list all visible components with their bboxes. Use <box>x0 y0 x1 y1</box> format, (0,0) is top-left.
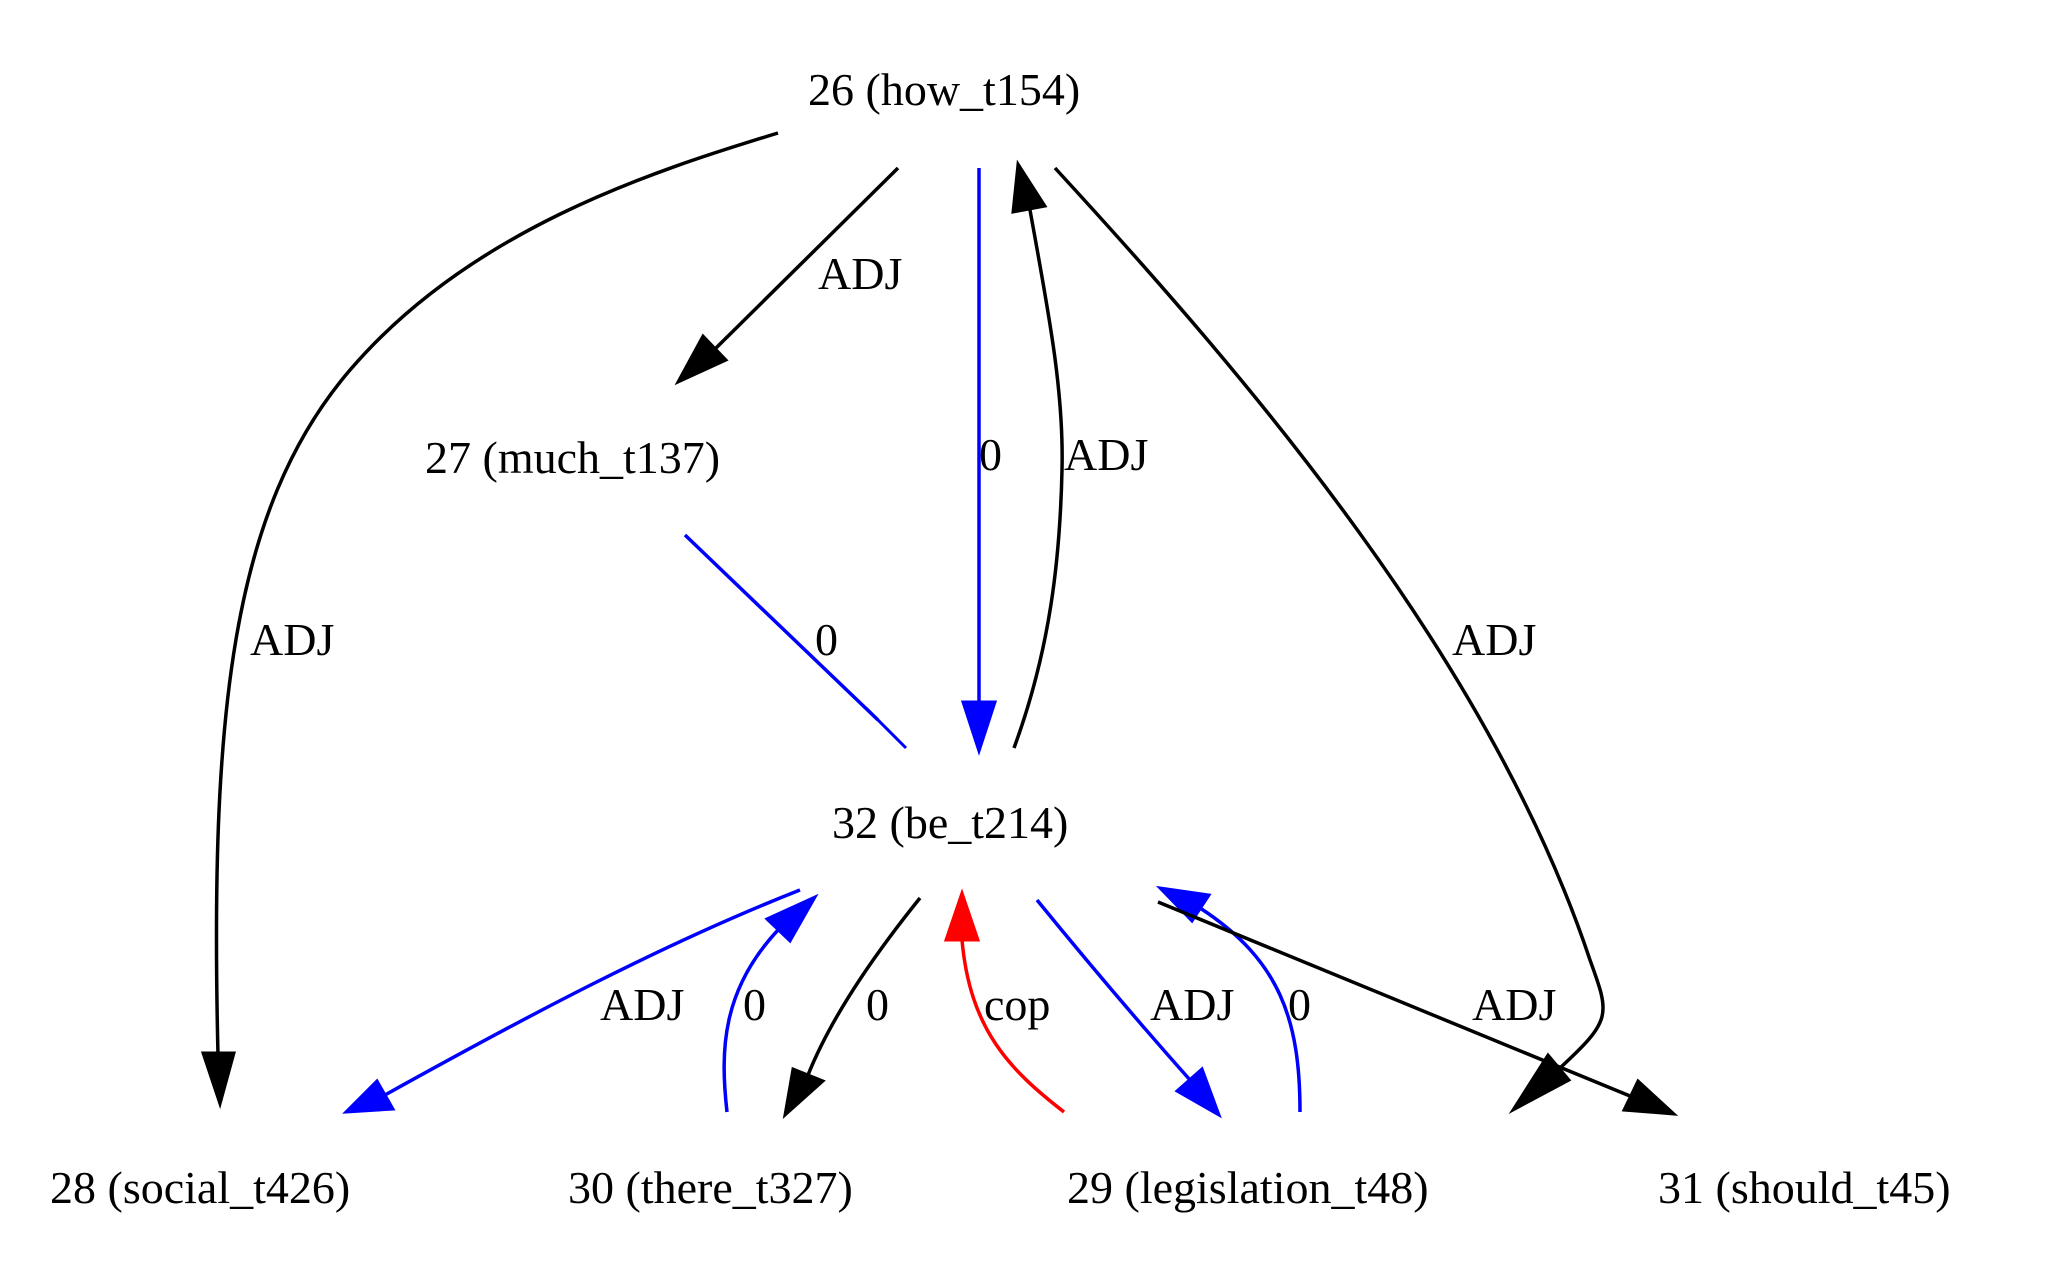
node-27-label: 27 (much_t137) <box>425 432 720 483</box>
edge-26-to-32: 0 <box>960 168 1002 756</box>
node-29-label: 29 (legislation_t48) <box>1067 1162 1429 1213</box>
edge-26-to-27: ADJ <box>674 166 902 386</box>
edge-32-to-31-line <box>1157 900 1631 1098</box>
edge-29-to-32-cop-arrowhead <box>943 888 981 942</box>
edge-29-to-32: 0 <box>1155 885 1311 1113</box>
node-30-label: 30 (there_t327) <box>568 1162 853 1213</box>
node-28: 28 (social_t426) <box>50 1162 350 1213</box>
edge-27-to-32-label: 0 <box>815 614 838 665</box>
edge-32-to-30-label: 0 <box>866 979 889 1030</box>
edge-30-to-32-line <box>722 928 780 1113</box>
edge-32-to-31-arrowhead <box>1621 1078 1679 1116</box>
edge-26-to-28: ADJ <box>200 131 779 1110</box>
edge-26-to-28-arrowhead <box>200 1051 236 1110</box>
edge-32-to-26-label: ADJ <box>1064 429 1148 480</box>
edge-29-to-32-cop: cop <box>943 888 1066 1114</box>
edge-27-to-32: 0 <box>683 533 908 750</box>
node-26: 26 (how_t154) <box>808 64 1080 115</box>
node-31-label: 31 (should_t45) <box>1658 1162 1951 1213</box>
edge-26-to-28-label: ADJ <box>250 614 334 665</box>
edge-32-to-29: ADJ <box>1035 898 1234 1119</box>
edge-32-to-26-line <box>1012 209 1064 749</box>
edge-29-to-32-label: 0 <box>1288 979 1311 1030</box>
edge-32-to-31-label: ADJ <box>1472 979 1556 1030</box>
edge-30-to-32: 0 <box>722 893 819 1113</box>
edge-26-to-32-arrowhead <box>960 700 998 756</box>
edge-32-to-28-line <box>384 888 801 1097</box>
edge-32-to-30-arrowhead <box>782 1066 826 1119</box>
node-30: 30 (there_t327) <box>568 1162 853 1213</box>
edge-26-to-27-line <box>713 166 900 351</box>
edge-29-to-32-line <box>1199 906 1302 1113</box>
edge-32-to-31: ADJ <box>1157 900 1679 1116</box>
edge-26-to-29: ADJ <box>1053 166 1605 1115</box>
edge-29-to-32-arrowhead <box>1155 885 1212 924</box>
edge-30-to-32-label: 0 <box>743 979 766 1030</box>
edge-32-to-29-label: ADJ <box>1150 979 1234 1030</box>
edge-26-to-29-label: ADJ <box>1452 614 1536 665</box>
node-29: 29 (legislation_t48) <box>1067 1162 1429 1213</box>
edge-32-to-26-arrowhead <box>1011 159 1048 214</box>
edge-32-to-30-line <box>806 896 922 1076</box>
node-31: 31 (should_t45) <box>1658 1162 1951 1213</box>
edge-32-to-30: 0 <box>782 896 922 1119</box>
edge-29-to-32-cop-label: cop <box>984 979 1050 1030</box>
edge-32-to-29-line <box>1035 898 1192 1082</box>
edge-26-to-29-line <box>1053 166 1605 1070</box>
node-27: 27 (much_t137) <box>425 432 720 483</box>
edge-29-to-32-cop-line <box>960 939 1066 1114</box>
edge-30-to-32-arrowhead <box>764 893 819 944</box>
edge-26-to-28-line <box>214 131 779 1056</box>
edge-26-to-29-arrowhead <box>1508 1052 1572 1115</box>
node-26-label: 26 (how_t154) <box>808 64 1080 115</box>
edge-32-to-26: ADJ <box>1011 159 1148 749</box>
edge-32-to-28-label: ADJ <box>600 979 684 1030</box>
edge-26-to-27-arrowhead <box>674 333 729 386</box>
edge-26-to-27-label: ADJ <box>818 248 902 299</box>
edge-32-to-28: ADJ <box>342 888 801 1114</box>
node-32-label: 32 (be_t214) <box>832 797 1068 848</box>
edge-27-to-32-arrowhead <box>864 706 908 750</box>
edge-27-to-32-line <box>683 533 880 722</box>
node-28-label: 28 (social_t426) <box>50 1162 350 1213</box>
edge-32-to-28-arrowhead <box>342 1078 396 1114</box>
edge-32-to-29-arrowhead <box>1174 1066 1222 1119</box>
edge-26-to-32-label: 0 <box>979 429 1002 480</box>
node-32: 32 (be_t214) <box>832 797 1068 848</box>
